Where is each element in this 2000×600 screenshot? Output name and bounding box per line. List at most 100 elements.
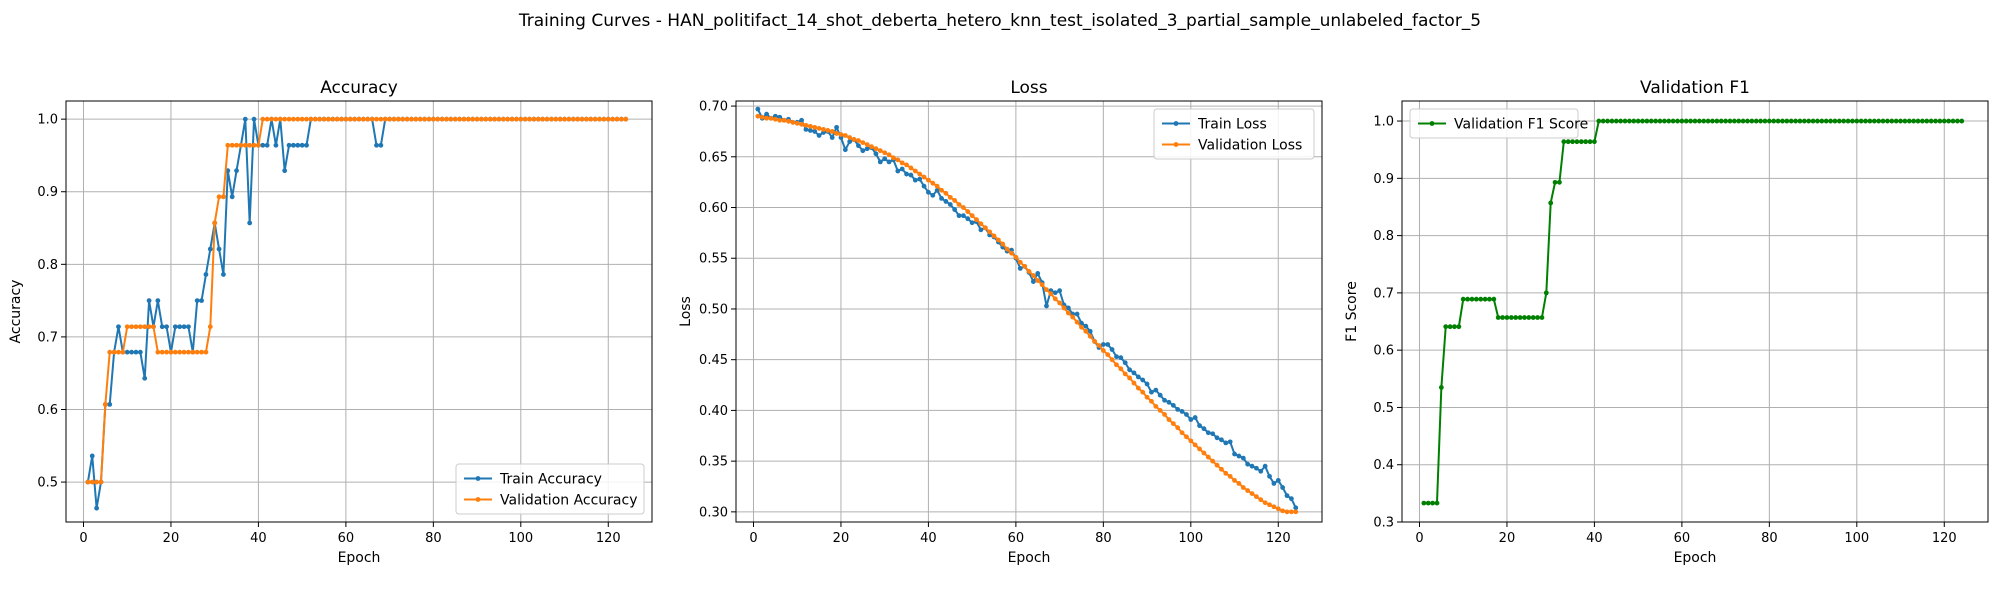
data-point bbox=[1473, 296, 1479, 302]
data-point bbox=[1421, 500, 1427, 506]
data-point bbox=[360, 116, 366, 122]
legend: Validation F1 Score bbox=[1409, 108, 1588, 139]
data-point bbox=[1000, 241, 1006, 247]
data-point bbox=[1661, 118, 1667, 124]
data-point bbox=[1144, 381, 1150, 387]
data-point bbox=[803, 126, 809, 132]
data-point bbox=[860, 140, 866, 145]
data-point bbox=[1271, 481, 1277, 486]
data-point bbox=[1723, 118, 1729, 124]
y-tick-label: 0.9 bbox=[1373, 172, 1394, 187]
data-point bbox=[856, 143, 861, 149]
data-point bbox=[1258, 497, 1264, 503]
data-point bbox=[264, 116, 270, 122]
data-point bbox=[247, 220, 253, 226]
data-point bbox=[321, 116, 327, 122]
data-point bbox=[295, 116, 301, 122]
data-point bbox=[505, 116, 511, 122]
data-point bbox=[1819, 118, 1825, 124]
data-point bbox=[378, 142, 384, 148]
y-tick-label: 1.0 bbox=[37, 113, 58, 128]
data-point bbox=[1460, 296, 1466, 302]
data-point bbox=[207, 246, 213, 252]
data-point bbox=[374, 116, 379, 122]
data-point bbox=[974, 217, 979, 223]
data-point bbox=[1118, 355, 1124, 361]
data-point bbox=[1201, 426, 1207, 432]
legend-marker bbox=[1429, 121, 1435, 126]
data-point bbox=[1267, 502, 1272, 508]
data-point bbox=[610, 116, 616, 122]
y-tick-label: 0.6 bbox=[37, 403, 58, 418]
data-point bbox=[522, 116, 528, 122]
data-point bbox=[1710, 118, 1715, 124]
data-point bbox=[1162, 412, 1167, 417]
chart-title: Accuracy bbox=[320, 78, 398, 98]
data-point bbox=[85, 479, 91, 485]
x-tick-label: 60 bbox=[1008, 531, 1025, 546]
data-point bbox=[400, 116, 406, 122]
data-point bbox=[816, 125, 822, 131]
data-point bbox=[1482, 296, 1488, 302]
data-point bbox=[978, 227, 984, 233]
data-point bbox=[939, 195, 944, 201]
data-point bbox=[807, 123, 813, 129]
data-point bbox=[1815, 118, 1820, 124]
data-point bbox=[129, 324, 135, 330]
data-point bbox=[1876, 118, 1882, 124]
data-point bbox=[829, 129, 835, 134]
data-point bbox=[618, 116, 624, 122]
data-point bbox=[899, 160, 905, 166]
data-point bbox=[334, 116, 340, 122]
data-point bbox=[1758, 118, 1763, 124]
legend-marker bbox=[475, 476, 481, 481]
legend-box bbox=[1409, 108, 1579, 139]
data-point bbox=[325, 116, 331, 122]
data-point bbox=[1592, 139, 1597, 145]
data-point bbox=[921, 174, 927, 180]
data-point bbox=[961, 205, 966, 210]
data-point bbox=[1946, 118, 1952, 124]
data-point bbox=[1245, 488, 1251, 493]
data-point bbox=[1271, 504, 1277, 510]
data-point bbox=[107, 402, 113, 407]
data-point bbox=[570, 116, 576, 122]
data-point bbox=[299, 116, 305, 122]
data-point bbox=[557, 116, 563, 122]
data-point bbox=[413, 116, 419, 122]
data-point bbox=[1197, 423, 1202, 429]
axes-frame bbox=[735, 100, 1323, 523]
data-point bbox=[452, 116, 458, 122]
data-point bbox=[181, 349, 187, 355]
data-point bbox=[1635, 118, 1641, 124]
data-point bbox=[89, 453, 95, 459]
data-point bbox=[465, 116, 471, 122]
data-point bbox=[374, 142, 379, 148]
data-point bbox=[1013, 254, 1019, 260]
data-point bbox=[1288, 496, 1294, 502]
data-point bbox=[1845, 118, 1851, 124]
data-point bbox=[847, 139, 853, 144]
data-point bbox=[1863, 118, 1868, 124]
data-point bbox=[873, 146, 879, 152]
x-tick-label: 120 bbox=[1932, 531, 1957, 546]
data-point bbox=[943, 199, 949, 204]
x-tick-label: 80 bbox=[1095, 531, 1112, 546]
data-point bbox=[1170, 402, 1176, 408]
legend-marker bbox=[1173, 121, 1179, 126]
data-point bbox=[1850, 118, 1855, 124]
data-point bbox=[991, 233, 997, 239]
data-point bbox=[435, 116, 441, 122]
data-point bbox=[1701, 118, 1707, 124]
axes-frame bbox=[65, 100, 653, 523]
data-point bbox=[921, 183, 927, 189]
data-point bbox=[1245, 461, 1251, 467]
data-point bbox=[1504, 315, 1510, 320]
chart-title: Validation F1 bbox=[1640, 78, 1750, 98]
data-point bbox=[1771, 118, 1777, 124]
data-point bbox=[1465, 296, 1470, 302]
data-point bbox=[1438, 384, 1444, 390]
data-point bbox=[1675, 118, 1680, 124]
data-point bbox=[1030, 279, 1036, 284]
